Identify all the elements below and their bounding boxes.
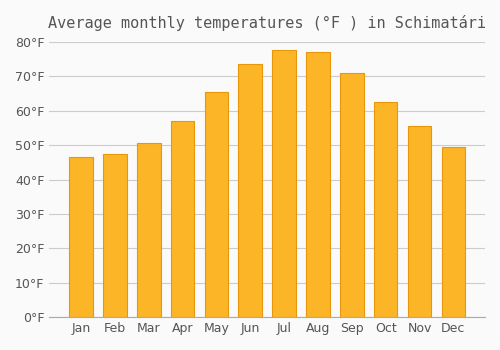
Bar <box>69 157 93 317</box>
Bar <box>272 50 296 317</box>
Bar <box>103 154 126 317</box>
Bar <box>204 92 229 317</box>
Bar <box>170 121 194 317</box>
Bar <box>442 147 465 317</box>
Bar <box>340 73 363 317</box>
Title: Average monthly temperatures (°F ) in Schimatári: Average monthly temperatures (°F ) in Sc… <box>48 15 486 31</box>
Bar <box>374 102 398 317</box>
Bar <box>137 144 160 317</box>
Bar <box>306 52 330 317</box>
Bar <box>408 126 432 317</box>
Bar <box>238 64 262 317</box>
